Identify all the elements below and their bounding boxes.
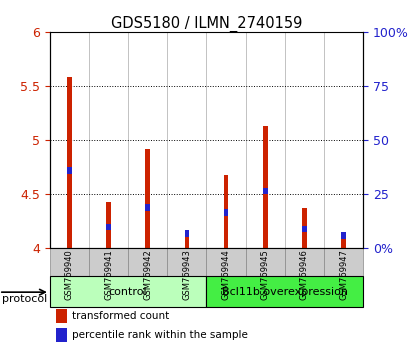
Bar (263, 188, 268, 194)
Bar (50, 249, 89, 276)
Bar (263, 126, 268, 249)
Bar (128, 249, 167, 276)
Bar (224, 175, 228, 249)
Bar (185, 230, 189, 236)
Bar (207, 276, 363, 307)
Bar (185, 235, 189, 249)
Text: GSM769946: GSM769946 (300, 250, 309, 301)
Bar (246, 249, 285, 276)
Bar (302, 226, 307, 232)
Bar (145, 149, 150, 249)
Text: GSM769941: GSM769941 (104, 250, 113, 300)
Text: GSM769947: GSM769947 (339, 250, 348, 301)
Bar (50, 276, 207, 307)
Text: GSM769944: GSM769944 (222, 250, 231, 300)
Text: percentile rank within the sample: percentile rank within the sample (72, 330, 248, 339)
Bar (341, 232, 346, 239)
Title: GDS5180 / ILMN_2740159: GDS5180 / ILMN_2740159 (111, 16, 302, 32)
Bar (106, 202, 111, 249)
Text: GSM769942: GSM769942 (143, 250, 152, 300)
Bar (285, 249, 324, 276)
Text: protocol: protocol (2, 294, 47, 304)
Bar (67, 77, 72, 249)
Bar (324, 249, 363, 276)
Bar (224, 210, 228, 216)
Bar (341, 235, 346, 249)
Bar (56, 327, 67, 342)
Bar (106, 223, 111, 230)
Bar (89, 249, 128, 276)
Text: GSM769943: GSM769943 (182, 250, 191, 301)
Bar (167, 249, 206, 276)
Text: GSM769945: GSM769945 (261, 250, 270, 300)
Text: GSM769940: GSM769940 (65, 250, 74, 300)
Bar (207, 249, 246, 276)
Text: Bcl11b overexpression: Bcl11b overexpression (222, 287, 348, 297)
Bar (302, 209, 307, 249)
Bar (56, 309, 67, 323)
Text: control: control (109, 287, 147, 297)
Bar (145, 204, 150, 211)
Text: transformed count: transformed count (72, 311, 169, 321)
Bar (67, 167, 72, 174)
